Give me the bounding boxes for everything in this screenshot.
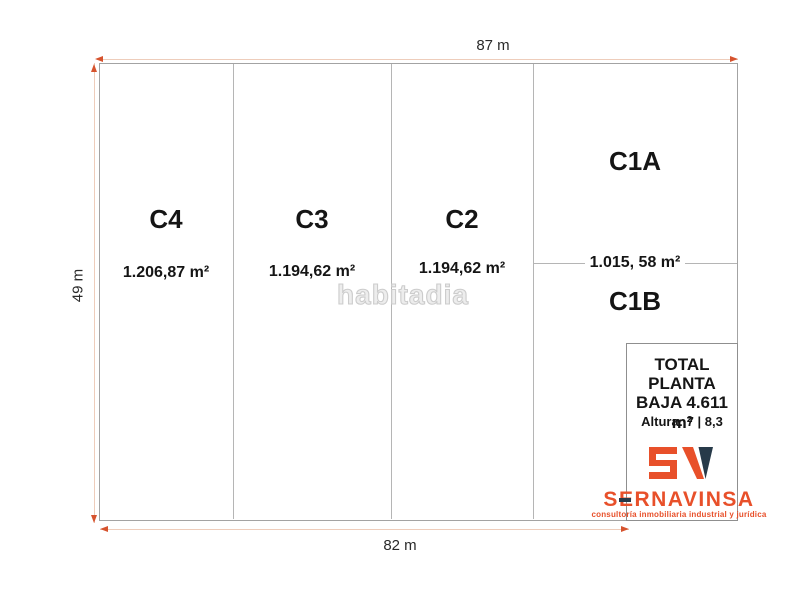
dimension-line-bottom	[100, 529, 629, 530]
plot-outline	[99, 63, 738, 521]
unit-area-c1-text: 1.015, 58 m²	[584, 254, 686, 272]
summary-height-note: Altura: 7 | 8,3	[641, 414, 723, 429]
unit-area-c1: 1.015, 58 m²	[533, 254, 737, 272]
arrow-left-icon	[95, 56, 103, 62]
divider-c3-c2	[391, 64, 392, 519]
unit-label-c2: C2	[445, 204, 479, 234]
brand-letter-e: E	[618, 488, 635, 512]
dimension-label-bottom: 82 m	[383, 537, 417, 554]
arrow-right-icon	[730, 56, 738, 62]
arrow-left-icon	[100, 526, 108, 532]
dimension-label-left: 49 m	[69, 268, 87, 303]
habitadia-watermark: habitadia	[336, 278, 469, 310]
dimension-line-left	[94, 63, 95, 523]
arrow-down-icon	[91, 515, 97, 523]
unit-area-c3: 1.194,62 m²	[268, 263, 356, 280]
sv-monogram-icon	[649, 447, 713, 479]
brand-wordmark: SERNAVINSA	[591, 488, 767, 512]
summary-title-line3: BAJA 4.611 m²	[636, 393, 728, 432]
dimension-label-top: 87 m	[476, 37, 510, 54]
unit-label-c1a: C1A	[608, 146, 661, 176]
summary-title-line1: TOTAL	[654, 355, 710, 374]
arrow-right-icon	[621, 526, 629, 532]
brand-tagline: consultoría inmobiliaria industrial y ju…	[591, 510, 767, 519]
divider-c4-c3	[233, 64, 234, 519]
summary-title-line2: PLANTA	[648, 374, 716, 393]
brand-e-dash	[618, 498, 631, 502]
divider-c2-c1	[533, 64, 534, 519]
summary-box	[626, 343, 738, 521]
unit-label-c4: C4	[149, 204, 183, 234]
unit-label-c3: C3	[295, 204, 329, 234]
brand-letter-s: S	[603, 488, 619, 511]
unit-label-c1b: C1B	[608, 286, 661, 316]
unit-area-c4: 1.206,87 m²	[122, 264, 210, 281]
dimension-line-top	[97, 59, 738, 60]
unit-area-c2: 1.194,62 m²	[418, 260, 506, 277]
arrow-up-icon	[91, 64, 97, 72]
brand-letters-rest: RNAVINSA	[634, 488, 755, 511]
